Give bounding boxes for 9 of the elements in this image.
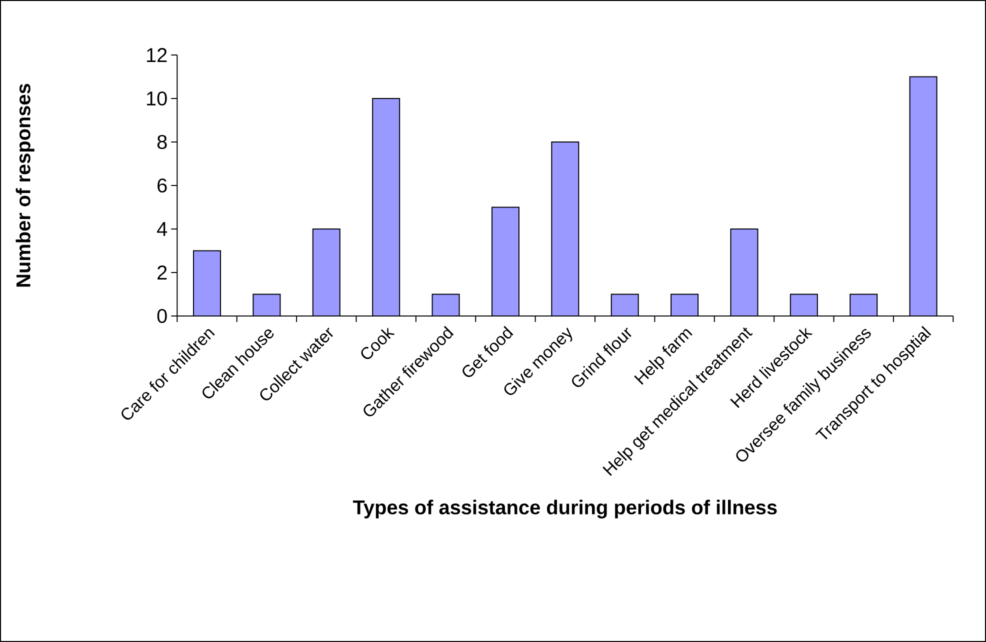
y-tick-label: 10 [146,91,167,106]
y-tick-label: 4 [157,222,168,236]
y-tick-label: 6 [158,178,167,193]
x-axis-title: Types of assistance during periods of illness [352,500,777,518]
y-tick-label: 12 [146,48,167,62]
y-tick-label: 8 [157,134,167,150]
y-tick-label: 0 [157,308,167,324]
y-tick-label: 2 [158,266,167,280]
y-axis-title: Number of responses [16,84,34,287]
